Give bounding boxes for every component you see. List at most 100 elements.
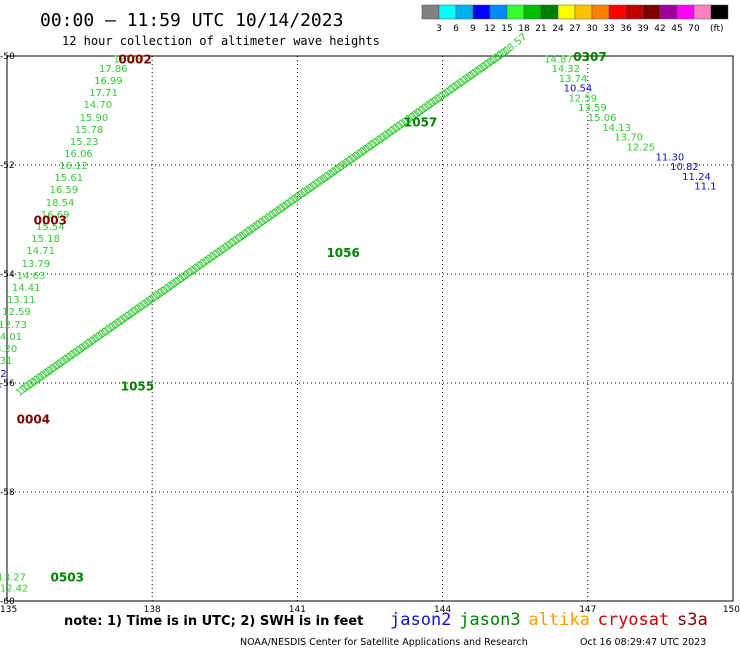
colorbar-swatch <box>540 4 559 20</box>
wave-height-label: 13.59 <box>578 103 607 114</box>
x-tick-label: 147 <box>579 605 596 615</box>
y-tick-label: -58 <box>0 488 15 498</box>
x-tick-label: 141 <box>289 605 306 615</box>
wave-height-label: 15.78 <box>75 125 104 136</box>
colorbar: 3 6 9 12 15 18 21 24 27 30 33 36 39 42 45 70 <box>421 4 729 34</box>
colorbar-tick: 33 <box>603 24 614 34</box>
colorbar-swatch <box>608 4 627 20</box>
wave-height-label: 16.69 <box>41 210 70 221</box>
legend-item: jason2 <box>390 610 451 630</box>
colorbar-swatch <box>523 4 542 20</box>
time-label: 0503 <box>51 570 84 584</box>
colorbar-tick: 24 <box>552 24 564 34</box>
y-tick-label: -52 <box>0 161 15 171</box>
wave-height-label: 13.11 <box>7 295 36 306</box>
legend-item: jason3 <box>459 610 520 630</box>
wave-height-label: 12.59 <box>568 93 597 104</box>
wave-height-label: 14.70 <box>83 100 112 111</box>
y-tick-label: -60 <box>0 597 15 607</box>
colorbar-tick: 18 <box>518 24 530 34</box>
colorbar-tick: 27 <box>569 24 580 34</box>
wave-height-label: 11.1 <box>694 182 716 193</box>
wave-height-label: 17.86 <box>99 64 128 75</box>
time-label: 1055 <box>121 380 154 394</box>
colorbar-swatch <box>574 4 593 20</box>
wave-height-label: 12.59 <box>2 307 31 318</box>
wave-height-label: 12.73 <box>0 320 27 331</box>
x-tick-label: 135 <box>0 605 17 615</box>
colorbar-tick: 45 <box>671 24 682 34</box>
time-label: 0307 <box>573 50 606 64</box>
wave-height-label: 15.06 <box>588 113 617 124</box>
wave-height-label: 18.54 <box>46 198 75 209</box>
wave-height-label: 14.13 <box>602 123 631 134</box>
wave-height-label: 14.01 <box>0 332 22 343</box>
grid <box>7 56 733 601</box>
colorbar-swatch <box>591 4 610 20</box>
colorbar-tick: 39 <box>637 24 649 34</box>
footer-note: note: 1) Time is in UTC; 2) SWH is in fe… <box>64 614 363 629</box>
wave-height-label: 13.74 <box>559 74 588 85</box>
wave-height-label: 11.52 <box>0 369 7 380</box>
plot-frame <box>6 55 734 602</box>
wave-height-label: 14.41 <box>12 283 41 294</box>
chart-subtitle: 12 hour collection of altimeter wave hei… <box>62 34 380 48</box>
wave-height-label: 12.25 <box>627 142 656 153</box>
colorbar-swatch <box>421 4 440 20</box>
y-tick-labels: -50 -52 -54 -56 -58 -60 <box>0 52 15 607</box>
dense-track-labels: 1111111111111111111111111111111111111111… <box>14 31 529 398</box>
wave-height-label: 14.32 <box>552 64 581 75</box>
colorbar-swatch <box>472 4 491 20</box>
time-label: 1057 <box>404 115 437 129</box>
colorbar-swatch <box>557 4 576 20</box>
time-label: 1056 <box>326 246 359 260</box>
wave-height-label: 15.90 <box>80 113 109 124</box>
wave-height-label: 13.27 <box>0 572 26 583</box>
wave-height-label: 11.24 <box>682 172 711 183</box>
wave-height-label: 16.99 <box>94 76 123 87</box>
chart-title: 00:00 – 11:59 UTC 10/14/2023 <box>40 10 343 31</box>
y-tick-label: -54 <box>0 270 15 280</box>
wave-height-label: 15.18 <box>31 234 60 245</box>
wave-height-label: 13.70 <box>614 133 643 144</box>
colorbar-tick: 30 <box>586 24 598 34</box>
wave-height-label: 11.24 <box>0 381 2 392</box>
time-label: 0004 <box>17 412 50 426</box>
time-labels: 0002 0003 0004 0503 1055 1056 1057 0307 <box>17 50 607 584</box>
colorbar-unit: (ft) <box>710 24 724 34</box>
time-label: 0003 <box>34 214 67 228</box>
legend-item: cryosat <box>598 610 670 630</box>
colorbar-tick: 9 <box>470 24 476 34</box>
colorbar-tick: 70 <box>688 24 700 34</box>
wave-height-label: 13.79 <box>22 259 51 270</box>
colorbar-swatch <box>710 4 729 20</box>
wave-height-label: 10.54 <box>564 84 593 95</box>
colorbar-swatch <box>438 4 457 20</box>
wave-height-label: 17.71 <box>89 88 118 99</box>
wave-height-label: 15.54 <box>36 222 65 233</box>
footer-credit: NOAA/NESDIS Center for Satellite Applica… <box>240 637 528 648</box>
wave-height-label: 12.42 <box>0 583 28 594</box>
wave-height-label: 15.23 <box>70 137 99 148</box>
legend: jason2 jason3 altika cryosat s3a <box>390 610 708 630</box>
y-tick-label: -56 <box>0 379 15 389</box>
wave-height-label: 16.59 <box>50 185 79 196</box>
wave-height-label: 16.06 <box>64 149 93 160</box>
wave-height-label: 14.63 <box>17 271 46 282</box>
x-tick-label: 144 <box>434 605 451 615</box>
colorbar-swatch <box>489 4 508 20</box>
colorbar-tick: 3 <box>436 24 442 34</box>
colorbar-tick: 6 <box>453 24 459 34</box>
colorbar-swatch <box>693 4 712 20</box>
x-tick-label: 150 <box>723 605 740 615</box>
colorbar-swatch <box>625 4 644 20</box>
wave-height-label: 14.71 <box>26 246 55 257</box>
colorbar-tick: 21 <box>535 24 546 34</box>
wave-height-label: 16.12 <box>59 161 88 172</box>
colorbar-swatch <box>506 4 525 20</box>
colorbar-tick: 15 <box>501 24 512 34</box>
colorbar-tick: 12 <box>484 24 495 34</box>
legend-item: s3a <box>677 610 708 630</box>
wave-height-label: 15.61 <box>54 173 83 184</box>
